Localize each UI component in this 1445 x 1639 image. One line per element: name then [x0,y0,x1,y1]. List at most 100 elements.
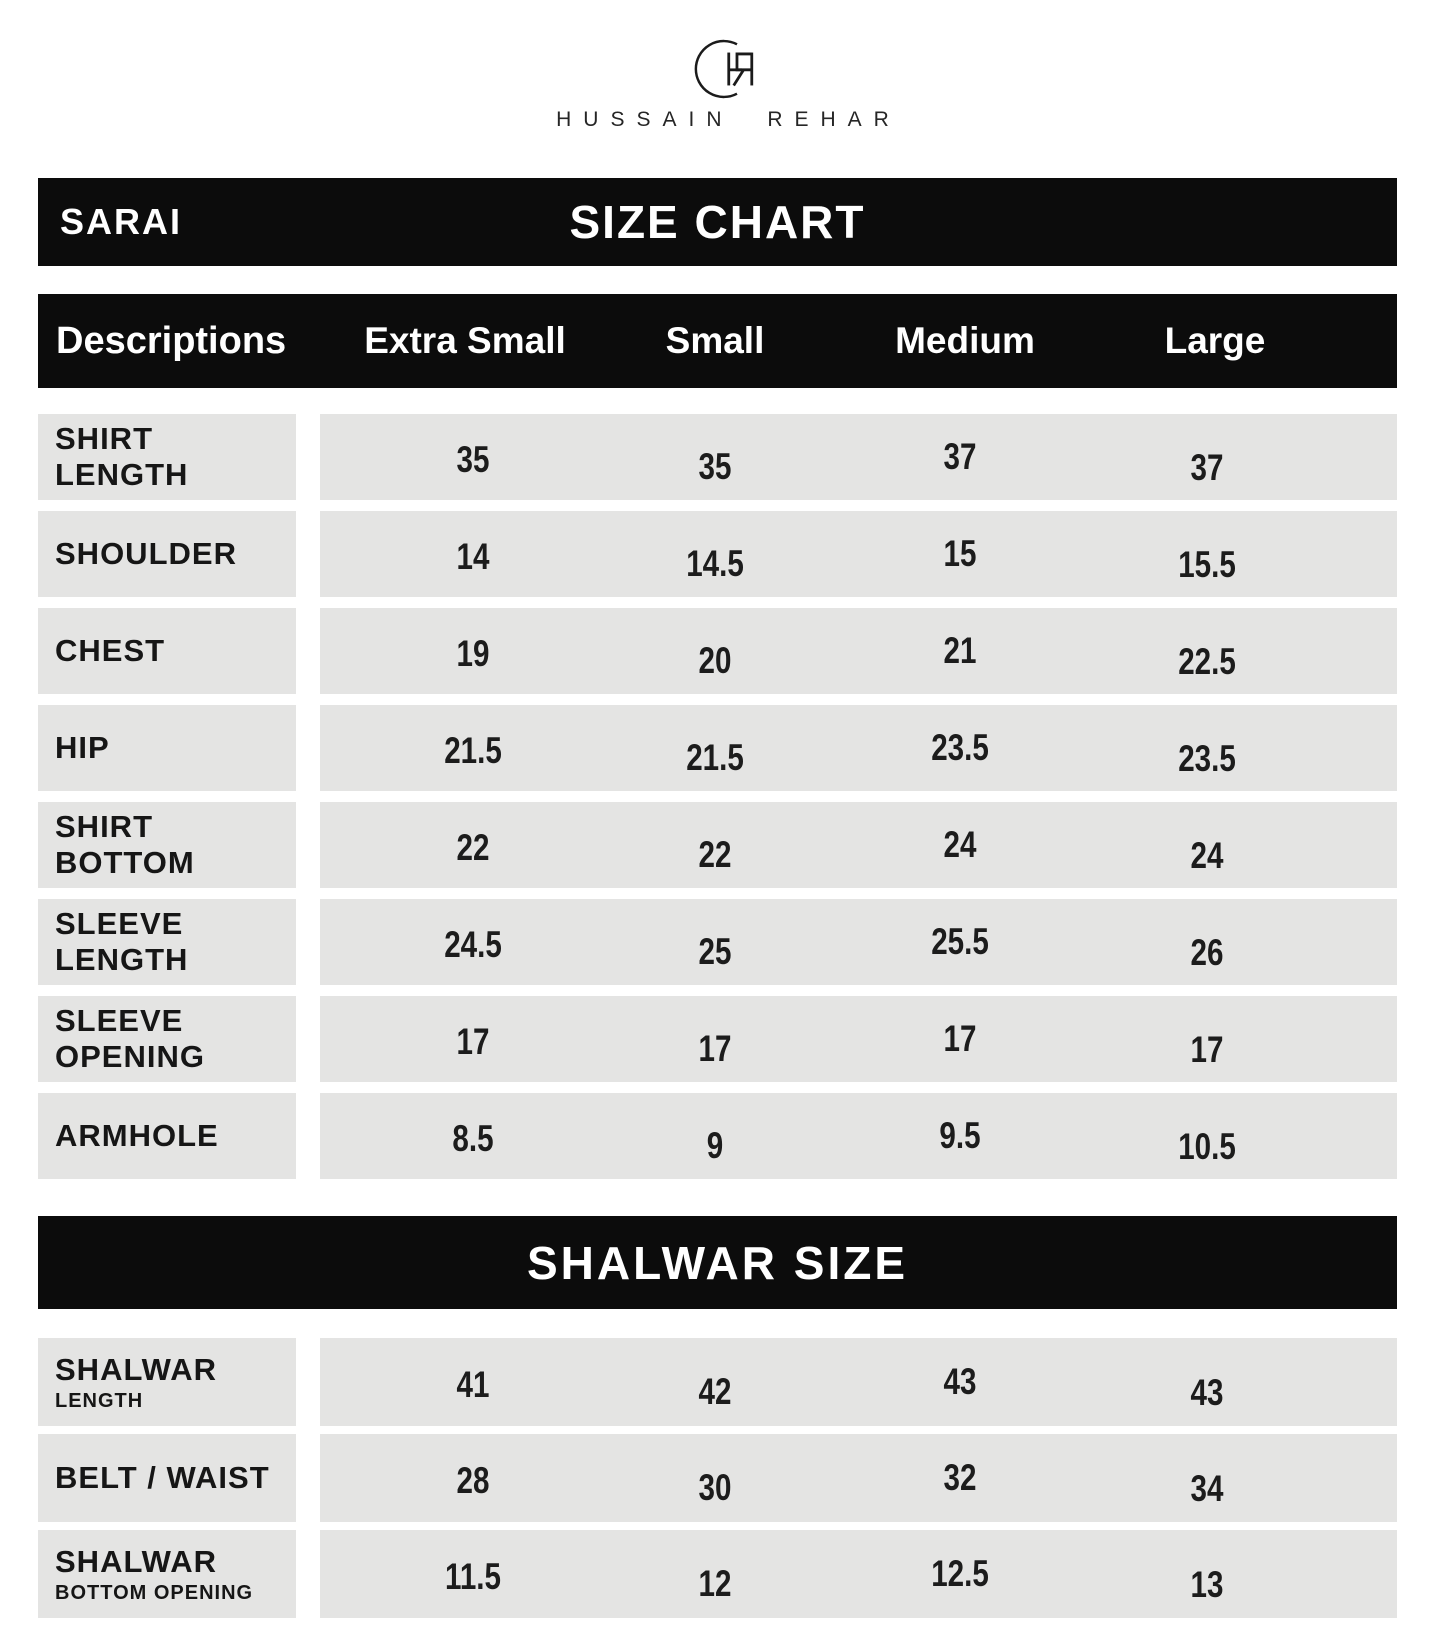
row-label-cell: SHIRT LENGTH [38,414,296,500]
value-small: 22 [698,834,732,875]
value-small: 9 [706,1125,724,1166]
size-header-small: Small [665,320,765,361]
value-large: 10.5 [1178,1126,1236,1167]
row-values: 17 17 17 17 [320,996,1397,1082]
measurement-label: ARMHOLE [55,1118,219,1153]
row-values: 19 20 21 22.5 [320,608,1397,694]
value-extra-small: 14 [456,536,490,577]
value-medium: 23.5 [931,727,989,768]
row-values: 8.5 9 9.5 10.5 [320,1093,1397,1179]
value-small: 14.5 [686,543,744,584]
row-label-cell: BELT / WAIST [38,1434,296,1522]
hr-monogram-icon [694,39,753,99]
value-small: 25 [698,931,732,972]
value-extra-small: 8.5 [452,1118,494,1159]
table-row-hip: HIP 21.5 21.5 23.5 23.5 [38,705,1397,791]
measurement-label: SHIRT LENGTH [55,421,189,492]
row-values: 35 35 37 37 [320,414,1397,500]
value-large: 37 [1190,447,1224,488]
row-values: 41 42 43 43 [320,1338,1397,1426]
value-medium: 12.5 [931,1553,989,1594]
table-row-sleeve-length: SLEEVE LENGTH 24.5 25 25.5 26 [38,899,1397,985]
row-label-cell: SHALWAR BOTTOM OPENING [38,1530,296,1618]
measurement-sublabel: BOTTOM OPENING [55,1581,254,1604]
table-row-chest: CHEST 19 20 21 22.5 [38,608,1397,694]
value-small: 12 [698,1563,732,1604]
value-medium: 17 [943,1018,977,1059]
value-extra-small: 22 [456,827,490,868]
measurement-label: BELT / WAIST [55,1460,270,1495]
row-label-cell: HIP [38,705,296,791]
size-header-large: Large [1164,320,1266,361]
row-label-cell: SHIRT BOTTOM [38,802,296,888]
value-medium: 24 [943,824,977,865]
brand-name: HUSSAIN REHAR [556,108,901,131]
value-extra-small: 21.5 [444,730,502,771]
measurement-label: SHOULDER [55,536,237,571]
row-label-cell: CHEST [38,608,296,694]
value-extra-small: 35 [456,439,490,480]
row-values: 21.5 21.5 23.5 23.5 [320,705,1397,791]
value-medium: 15 [943,533,977,574]
table-row-shoulder: SHOULDER 14 14.5 15 15.5 [38,511,1397,597]
value-medium: 43 [943,1361,977,1402]
value-extra-small: 17 [456,1021,490,1062]
shalwar-size-bar: SHALWAR SIZE [38,1216,1397,1309]
value-large: 26 [1190,932,1224,973]
measurement-sublabel: LENGTH [55,1389,144,1412]
row-label-cell: SHOULDER [38,511,296,597]
value-extra-small: 19 [456,633,490,674]
table-row-shalwar-bottom-opening: SHALWAR BOTTOM OPENING 11.5 12 12.5 13 [38,1530,1397,1618]
value-medium: 21 [943,630,977,671]
value-medium: 32 [943,1457,977,1498]
value-extra-small: 11.5 [445,1556,501,1597]
value-large: 17 [1190,1029,1224,1070]
value-small: 35 [698,446,732,487]
measurement-label: SLEEVE OPENING [55,1003,205,1074]
value-small: 17 [698,1028,732,1069]
value-large: 23.5 [1178,738,1236,779]
value-medium: 9.5 [939,1115,981,1156]
measurement-label: SHIRT BOTTOM [55,809,195,880]
value-small: 42 [698,1371,732,1412]
row-label-cell: SLEEVE OPENING [38,996,296,1082]
value-medium: 37 [943,436,977,477]
size-header-medium: Medium [895,320,1035,361]
measurement-label: SLEEVE LENGTH [55,906,189,977]
row-values: 28 30 32 34 [320,1434,1397,1522]
value-extra-small: 24.5 [444,924,502,965]
shalwar-table-body: SHALWAR LENGTH 41 42 43 43 BELT / WAIST … [0,1338,1445,1618]
value-large: 24 [1190,835,1224,876]
size-table-body: SHIRT LENGTH 35 35 37 37 SHOULDER 14 14.… [0,414,1445,1179]
brand-logo: HUSSAIN REHAR [0,0,1445,132]
row-label-cell: ARMHOLE [38,1093,296,1179]
value-large: 22.5 [1178,641,1236,682]
shalwar-section-title: SHALWAR SIZE [526,1236,909,1289]
value-large: 34 [1190,1468,1224,1509]
value-extra-small: 28 [456,1460,490,1501]
measurement-label: SHALWAR [55,1543,217,1579]
value-large: 43 [1190,1372,1224,1413]
row-values: 24.5 25 25.5 26 [320,899,1397,985]
row-label-cell: SLEEVE LENGTH [38,899,296,985]
measurement-label: SHALWAR [55,1351,217,1387]
size-headers: Extra Small Small Medium Large [320,294,1397,388]
size-header-extra-small: Extra Small [364,320,566,361]
table-row-sleeve-opening: SLEEVE OPENING 17 17 17 17 [38,996,1397,1082]
product-name: SARAI [60,201,183,242]
table-row-shalwar-length: SHALWAR LENGTH 41 42 43 43 [38,1338,1397,1426]
title-bar: SARAI SIZE CHART [38,178,1397,266]
table-row-shirt-bottom: SHIRT BOTTOM 22 22 24 24 [38,802,1397,888]
value-extra-small: 41 [456,1364,490,1405]
value-small: 30 [698,1467,732,1508]
measurement-label: CHEST [55,633,166,668]
value-medium: 25.5 [931,921,989,962]
row-values: 14 14.5 15 15.5 [320,511,1397,597]
table-row-shirt-length: SHIRT LENGTH 35 35 37 37 [38,414,1397,500]
measurement-label: HIP [55,730,110,765]
value-large: 15.5 [1178,544,1236,585]
table-header-bar: Descriptions Extra Small Small Medium La… [38,294,1397,388]
table-row-armhole: ARMHOLE 8.5 9 9.5 10.5 [38,1093,1397,1179]
page-title: SIZE CHART [569,196,866,248]
